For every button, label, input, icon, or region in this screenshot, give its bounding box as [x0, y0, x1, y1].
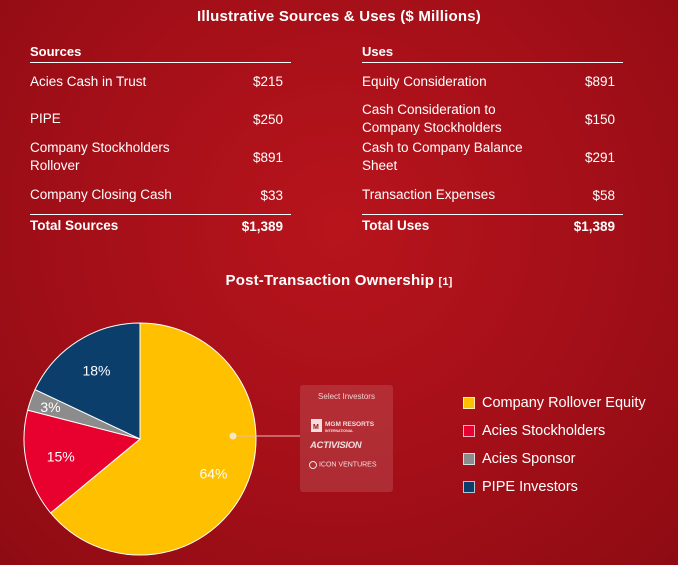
pie-data-label: 3% — [40, 399, 60, 415]
total-label: Total Uses — [362, 218, 430, 233]
row-value: $891 — [252, 149, 283, 165]
table-row: Transaction Expenses $58 — [362, 176, 623, 214]
table-row: Equity Consideration $891 — [362, 63, 623, 100]
mgm-logo-text-2: INTERNATIONAL — [325, 429, 354, 433]
investor-callout-dot — [229, 432, 237, 440]
legend-swatch — [463, 453, 475, 465]
uses-header: Uses — [362, 44, 623, 63]
row-label: Transaction Expenses — [362, 187, 496, 202]
sources-header: Sources — [30, 44, 291, 63]
row-label: Company Stockholders Rollover — [30, 140, 170, 173]
mgm-resorts-logo: M MGM RESORTS INTERNATIONAL — [311, 418, 381, 439]
pie-data-label: 15% — [47, 449, 75, 465]
icon-ventures-circle-icon — [309, 461, 317, 469]
legend-swatch — [463, 481, 475, 493]
table-row: Company Closing Cash $33 — [30, 176, 291, 214]
ownership-note: [1] — [438, 276, 453, 288]
chart-legend: Company Rollover Equity Acies Stockholde… — [463, 389, 646, 501]
select-investors-header: Select Investors — [318, 392, 375, 401]
sources-table: Sources Acies Cash in Trust $215 PIPE $2… — [30, 44, 291, 237]
activision-logo: ACTIVISION — [310, 440, 362, 451]
legend-item: Acies Stockholders — [463, 417, 646, 445]
legend-item: PIPE Investors — [463, 473, 646, 501]
pie-slice-company-rollover-equity — [49, 322, 257, 556]
page-title: Illustrative Sources & Uses ($ Millions) — [197, 8, 481, 25]
table-row: PIPE $250 — [30, 100, 291, 138]
icon-ventures-logo: ICON VENTURES — [309, 461, 377, 469]
mgm-logo-text-1: MGM RESORTS — [325, 421, 375, 428]
legend-swatch — [463, 397, 475, 409]
table-row: Cash to Company Balance Sheet $291 — [362, 138, 623, 176]
row-label: Cash Consideration to Company Stockholde… — [362, 102, 502, 135]
row-value: $250 — [252, 111, 283, 127]
row-label: PIPE — [30, 111, 61, 126]
table-row: Company Stockholders Rollover $891 — [30, 138, 291, 176]
row-value: $291 — [584, 149, 615, 165]
legend-label: Acies Sponsor — [482, 451, 576, 467]
ownership-title: Post-Transaction Ownership [1] — [0, 272, 678, 289]
total-label: Total Sources — [30, 218, 119, 233]
table-row: Acies Cash in Trust $215 — [30, 63, 291, 100]
row-value: $215 — [252, 74, 283, 89]
legend-label: Acies Stockholders — [482, 423, 606, 439]
row-label: Cash to Company Balance Sheet — [362, 140, 523, 173]
pie-data-label: 18% — [82, 362, 110, 378]
total-row: Total Sources $1,389 — [30, 214, 291, 237]
row-value: $58 — [592, 187, 615, 203]
legend-label: PIPE Investors — [482, 479, 578, 495]
icon-ventures-text: ICON VENTURES — [318, 461, 377, 469]
row-value: $33 — [260, 187, 283, 203]
total-value: $1,389 — [573, 218, 615, 234]
legend-item: Company Rollover Equity — [463, 389, 646, 417]
row-label: Equity Consideration — [362, 73, 487, 89]
legend-label: Company Rollover Equity — [482, 395, 646, 411]
row-label: Company Closing Cash — [30, 187, 172, 202]
total-row: Total Uses $1,389 — [362, 214, 623, 237]
mgm-logo-icon: M MGM RESORTS INTERNATIONAL — [311, 419, 375, 433]
ownership-pie-chart: 64% 15% 3% 18% — [23, 322, 300, 556]
row-label: Acies Cash in Trust — [30, 73, 147, 89]
pie-data-label: 64% — [199, 466, 227, 482]
legend-item: Acies Sponsor — [463, 445, 646, 473]
table-row: Cash Consideration to Company Stockholde… — [362, 100, 623, 138]
pie-slice-pipe-investors — [34, 322, 141, 440]
uses-table: Uses Equity Consideration $891 Cash Cons… — [362, 44, 623, 237]
pie-slice-acies-stockholders — [23, 409, 142, 514]
svg-text:M: M — [313, 424, 319, 431]
row-value: $891 — [584, 74, 615, 89]
total-value: $1,389 — [241, 218, 283, 234]
row-value: $150 — [584, 111, 615, 127]
ownership-title-text: Post-Transaction Ownership — [225, 272, 435, 289]
legend-swatch — [463, 425, 475, 437]
select-investors-panel: Select Investors M MGM RESORTS INTERNATI… — [300, 385, 393, 492]
